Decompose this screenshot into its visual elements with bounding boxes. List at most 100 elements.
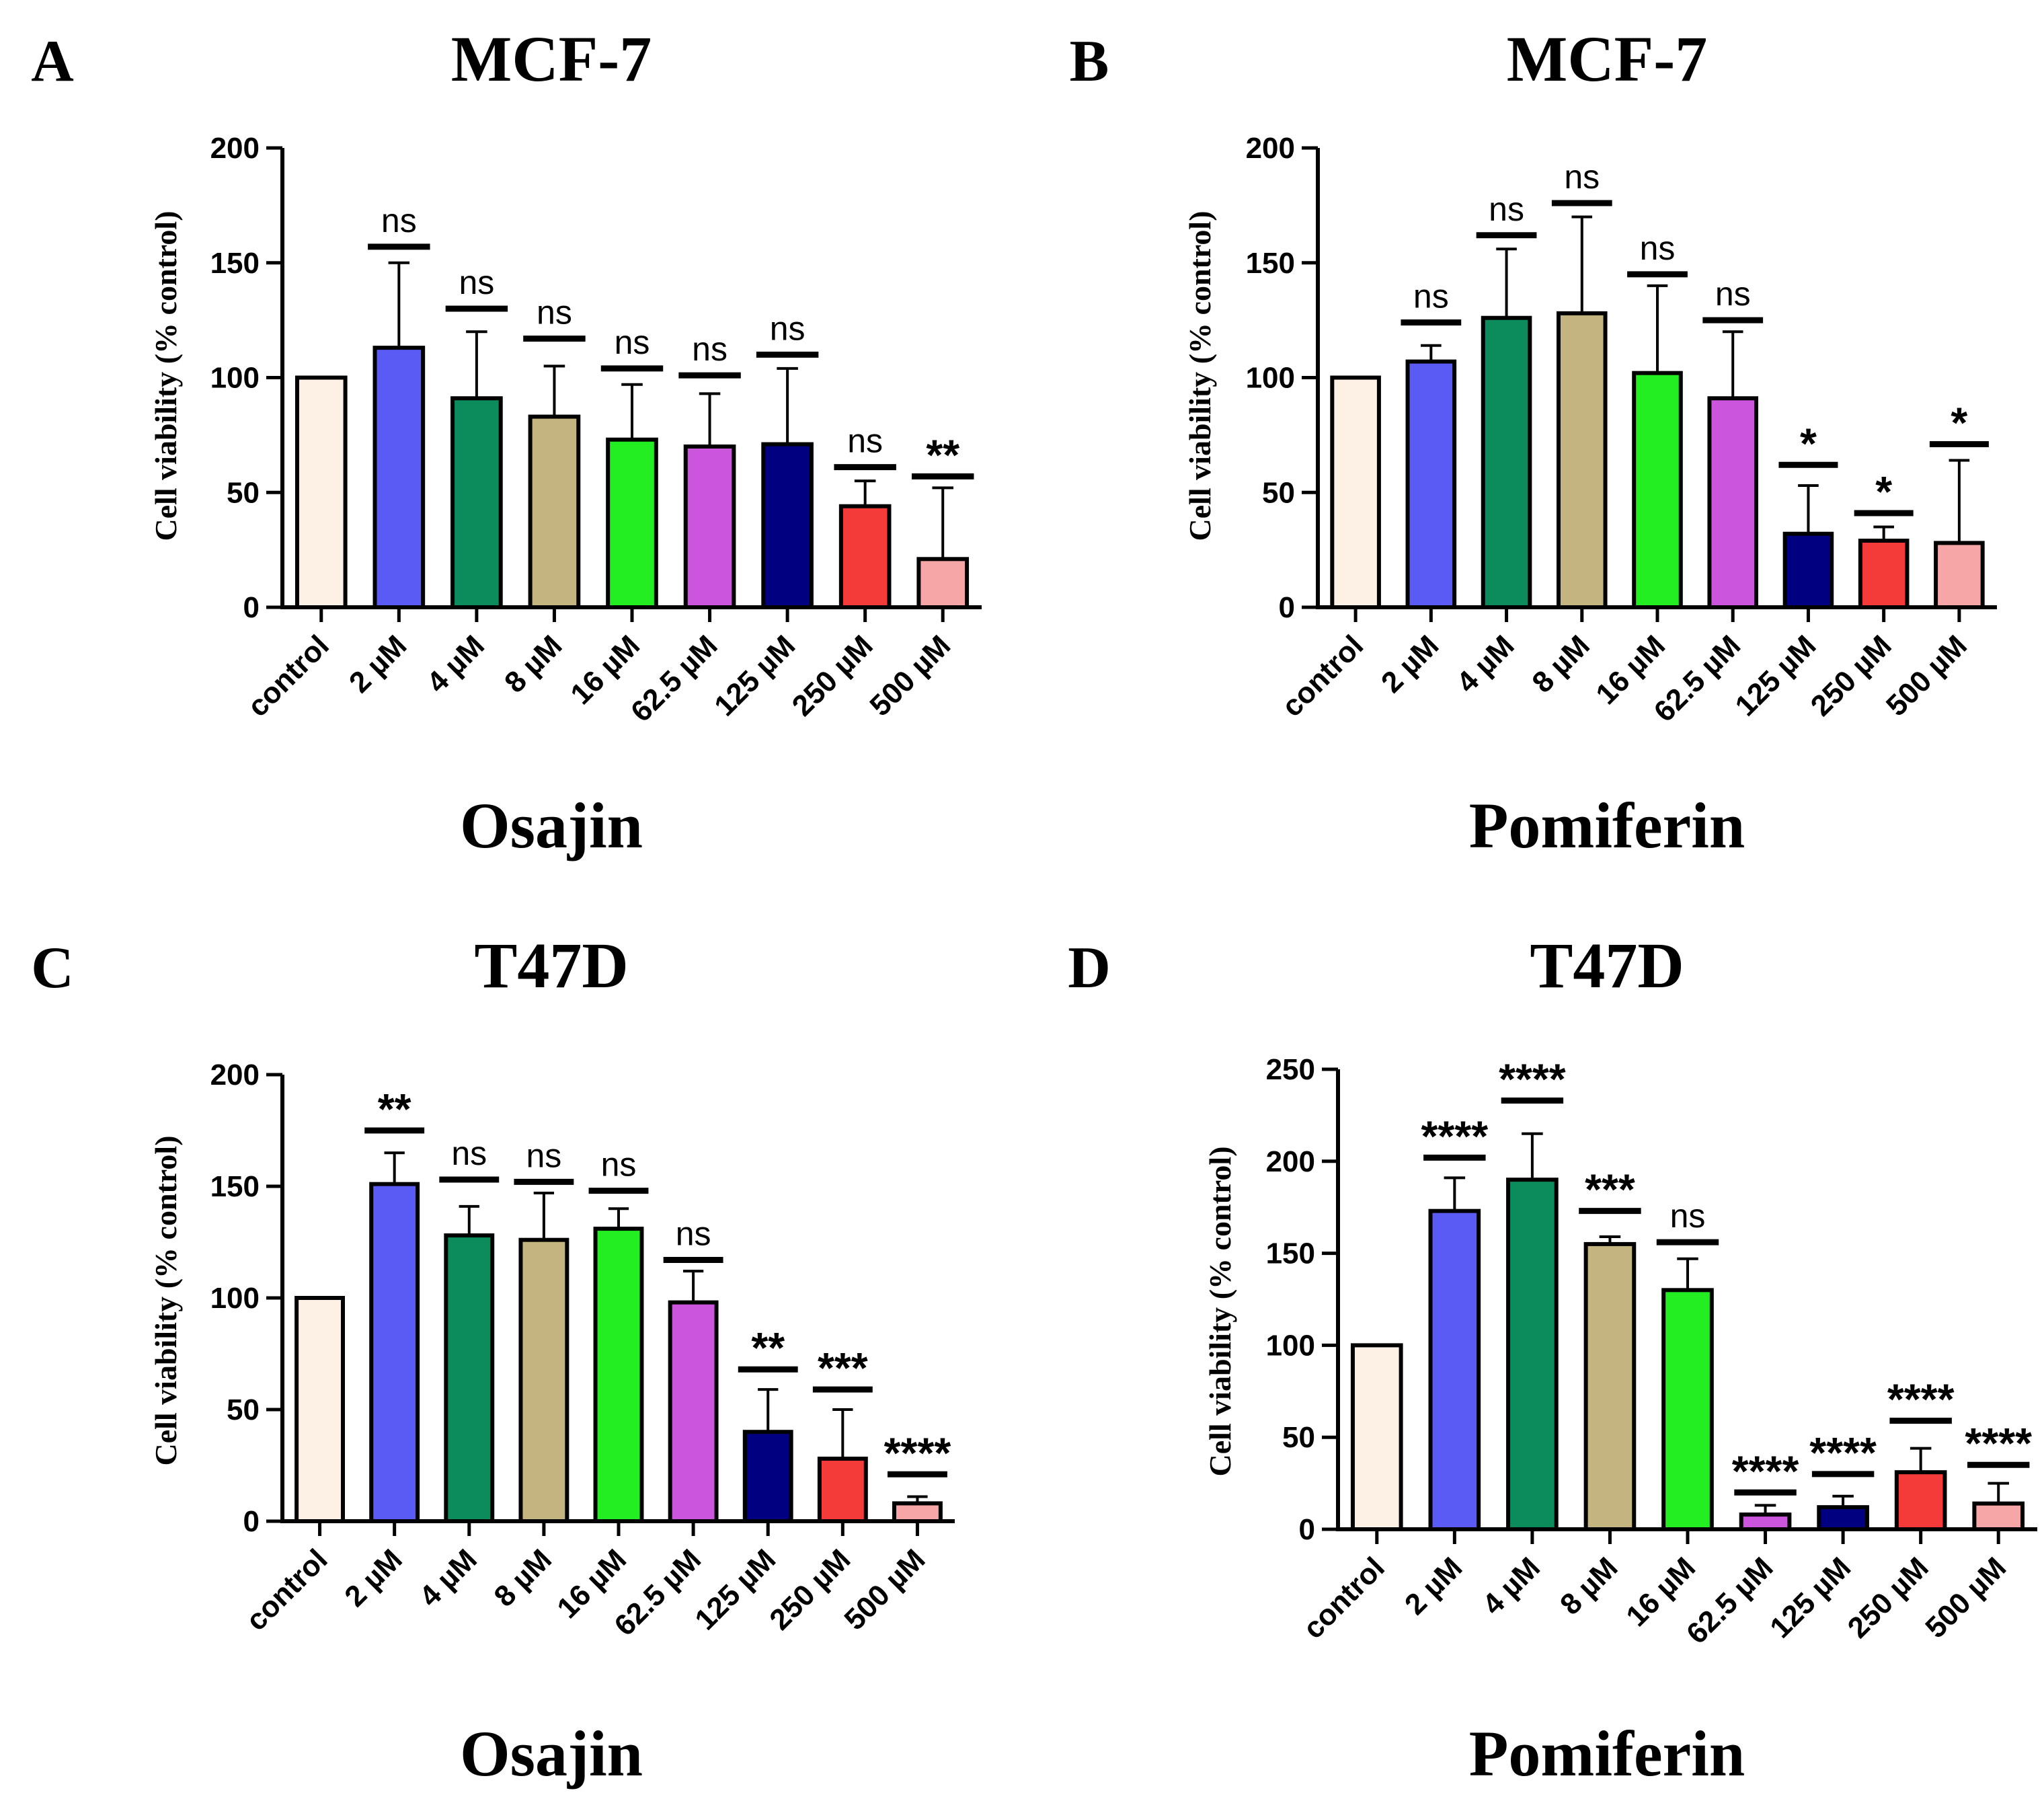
bar [1894, 1470, 1947, 1532]
significance-label: ns [676, 1215, 711, 1253]
chart-title: MCF-7 [451, 23, 652, 95]
x-tick-label: 250 µM [763, 1543, 857, 1636]
y-axis-label: Cell viability (% control) [149, 1135, 183, 1465]
significance-label: ns [451, 1135, 487, 1172]
bar [1428, 1208, 1481, 1531]
x-tick-label: control [241, 629, 336, 723]
significance-label: ** [926, 430, 959, 479]
y-tick-label: 250 [1266, 1053, 1315, 1086]
panel-b: B MCF-7 Cell viability (% control) Pomif… [1070, 23, 1997, 861]
bar [1330, 375, 1381, 609]
x-tick-label: 4 µM [1450, 629, 1520, 699]
bar [444, 1233, 495, 1524]
drug-label: Pomiferin [1469, 1718, 1745, 1790]
y-tick-label: 50 [227, 476, 260, 509]
x-tick-label: control [1297, 1551, 1391, 1645]
x-tick-label: 8 µM [1554, 1551, 1624, 1621]
x-tick-label: 2 µM [343, 629, 413, 699]
y-tick-label: 150 [1266, 1237, 1315, 1270]
bar [916, 557, 970, 609]
y-tick-label: 200 [1266, 1145, 1315, 1178]
significance-label: ns [1413, 278, 1449, 315]
significance-label: ns [615, 323, 650, 361]
bar [1583, 1241, 1637, 1532]
bar [683, 444, 736, 610]
drug-label: Pomiferin [1469, 790, 1745, 861]
bar [372, 346, 426, 609]
x-tick-label: control [240, 1543, 334, 1637]
y-tick-label: 0 [243, 591, 260, 624]
significance-label: ns [1640, 229, 1676, 267]
panel-c: C T47D Cell viability (% control) Osajin… [31, 929, 955, 1790]
x-tick-label: 125 µM [689, 1543, 782, 1636]
bar [1632, 371, 1683, 609]
panel-a: A MCF-7 Cell viability (% control) Osaji… [31, 23, 982, 861]
y-tick-label: 200 [210, 132, 260, 165]
y-tick-label: 0 [243, 1505, 260, 1538]
significance-label: **** [884, 1428, 951, 1477]
bar [1972, 1501, 2025, 1532]
significance-label: *** [1585, 1165, 1635, 1214]
x-tick-label: 62.5 µM [625, 629, 724, 728]
chart-title: T47D [474, 929, 628, 1001]
significance-label: ns [1670, 1197, 1706, 1235]
bar [892, 1501, 943, 1523]
x-tick-label: 125 µM [1764, 1551, 1857, 1644]
bar [1817, 1505, 1869, 1531]
x-tick-label: 250 µM [786, 629, 879, 722]
drug-label: Osajin [460, 1718, 643, 1790]
bar [606, 437, 658, 610]
bar [1481, 315, 1532, 609]
y-tick-label: 150 [210, 1170, 260, 1203]
significance-label: ns [770, 309, 805, 347]
chart-title: MCF-7 [1507, 23, 1708, 95]
bar [1556, 311, 1608, 609]
x-tick-label: 2 µM [1399, 1551, 1468, 1621]
x-tick-label: 125 µM [708, 629, 801, 722]
significance-label: ns [1489, 190, 1524, 228]
significance-label: ns [601, 1146, 637, 1184]
significance-label: ns [1715, 275, 1751, 313]
bar [817, 1457, 868, 1524]
bar [1782, 531, 1834, 609]
bar [1405, 359, 1457, 609]
x-tick-label: 4 µM [421, 629, 491, 699]
x-tick-label: 4 µM [413, 1543, 483, 1613]
x-tick-label: 125 µM [1729, 629, 1822, 722]
significance-label: **** [1732, 1447, 1799, 1495]
x-tick-label: 250 µM [1805, 629, 1898, 722]
panel-letter: D [1068, 935, 1111, 1001]
bar [518, 1237, 569, 1524]
significance-label: * [1951, 399, 1967, 447]
bar [369, 1182, 420, 1524]
bar [528, 414, 581, 609]
bar [761, 442, 814, 609]
significance-label: ns [459, 264, 494, 301]
significance-label: ns [381, 202, 417, 239]
x-tick-label: 500 µM [1919, 1551, 2012, 1644]
bar [1739, 1512, 1792, 1532]
y-axis-label: Cell viability (% control) [149, 210, 183, 541]
bar [1858, 538, 1910, 610]
chart-title: T47D [1530, 929, 1684, 1001]
x-tick-label: control [1275, 629, 1370, 723]
significance-label: *** [818, 1344, 868, 1392]
bar [742, 1430, 793, 1523]
significance-label: * [1800, 419, 1817, 467]
x-tick-label: 8 µM [488, 1543, 558, 1613]
bar [1934, 541, 1985, 610]
panel-letter: A [31, 29, 74, 94]
bar [1350, 1343, 1403, 1532]
y-tick-label: 100 [1246, 362, 1295, 395]
bar [838, 504, 892, 609]
significance-label: ns [1564, 158, 1600, 196]
significance-label: ns [537, 293, 572, 331]
y-tick-label: 50 [1262, 476, 1295, 509]
y-tick-label: 150 [1246, 247, 1295, 280]
bar [1661, 1288, 1714, 1531]
bar [1707, 396, 1759, 609]
